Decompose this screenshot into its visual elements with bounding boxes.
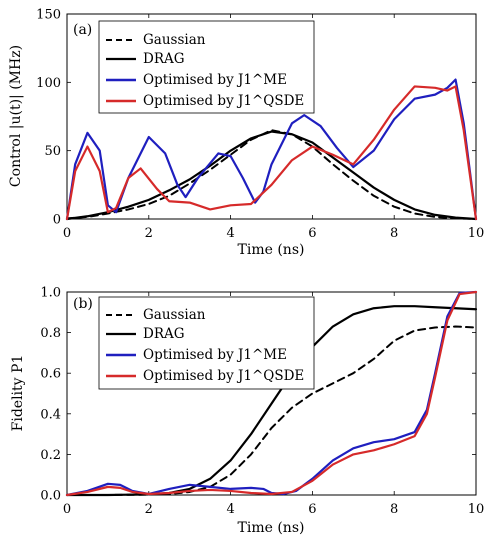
xtick-label-a-0: 0 <box>63 226 71 241</box>
legend-label-me-a: Optimised by J1^ME <box>143 72 287 88</box>
ticks-b: 0 2 4 6 8 10 0.0 0.2 0.4 0.6 0.8 1.0 <box>40 286 484 518</box>
legend-box-a <box>98 20 315 114</box>
legend-label-qsde-b: Optimised by J1^QSDE <box>143 368 304 384</box>
legend-label-gaussian-a: Gaussian <box>143 32 206 48</box>
series-a <box>65 78 478 221</box>
ytick-label-a-1: 50 <box>44 144 61 159</box>
xtick-label-a-1: 2 <box>145 226 153 241</box>
series-line-a-optimised-by-j1-qsde <box>65 85 478 221</box>
xtick-label-b-2: 4 <box>226 502 234 517</box>
legend-label-drag-b: DRAG <box>143 326 185 342</box>
xtick-label-b-4: 8 <box>390 502 398 517</box>
xlabel-a: Time (ns) <box>238 242 305 258</box>
legend-box-b <box>98 296 315 390</box>
ytick-label-b-2: 0.4 <box>40 407 61 422</box>
ytick-label-b-1: 0.2 <box>40 448 61 463</box>
xtick-label-a-5: 10 <box>468 226 485 241</box>
ytick-label-b-3: 0.6 <box>40 367 61 382</box>
legend-a: Gaussian DRAG Optimised by J1^ME Optimis… <box>98 20 315 114</box>
xtick-label-a-3: 6 <box>308 226 316 241</box>
xtick-label-a-4: 8 <box>390 226 398 241</box>
panel-label-a: (a) <box>73 22 92 38</box>
legend-label-gaussian-b: Gaussian <box>143 307 206 323</box>
ytick-label-a-0: 0 <box>53 213 61 228</box>
ytick-label-a-3: 150 <box>36 8 61 23</box>
series-line-a-optimised-by-j1-me <box>65 78 478 221</box>
xtick-label-a-2: 4 <box>226 226 234 241</box>
series-line-a-drag <box>65 130 478 221</box>
legend-label-qsde-a: Optimised by J1^QSDE <box>143 93 304 109</box>
xtick-label-b-1: 2 <box>145 502 153 517</box>
series-b <box>65 290 478 497</box>
series-line-a-gaussian <box>66 129 477 220</box>
ytick-label-b-0: 0.0 <box>40 489 61 504</box>
ytick-label-b-4: 0.8 <box>40 326 61 341</box>
legend-label-drag-a: DRAG <box>143 51 185 67</box>
ytick-label-a-2: 100 <box>36 76 61 91</box>
xtick-label-b-5: 10 <box>468 502 485 517</box>
series-line-b-optimised-by-j1-qsde <box>65 290 478 497</box>
xlabel-b: Time (ns) <box>238 520 305 536</box>
xtick-label-b-3: 6 <box>308 502 316 517</box>
ylabel-a: Control |u(t)| (MHz) <box>8 45 24 187</box>
ylabel-b: Fidelity P1 <box>10 355 26 432</box>
legend-b: Gaussian DRAG Optimised by J1^ME Optimis… <box>98 296 315 390</box>
panel-b: 0 2 4 6 8 10 0.0 0.2 0.4 0.6 0.8 1.0 (b) Gaussian D… <box>10 286 484 537</box>
ytick-label-b-5: 1.0 <box>40 286 61 301</box>
legend-label-me-b: Optimised by J1^ME <box>143 347 287 363</box>
xtick-label-b-0: 0 <box>63 502 71 517</box>
panel-label-b: (b) <box>73 296 93 312</box>
